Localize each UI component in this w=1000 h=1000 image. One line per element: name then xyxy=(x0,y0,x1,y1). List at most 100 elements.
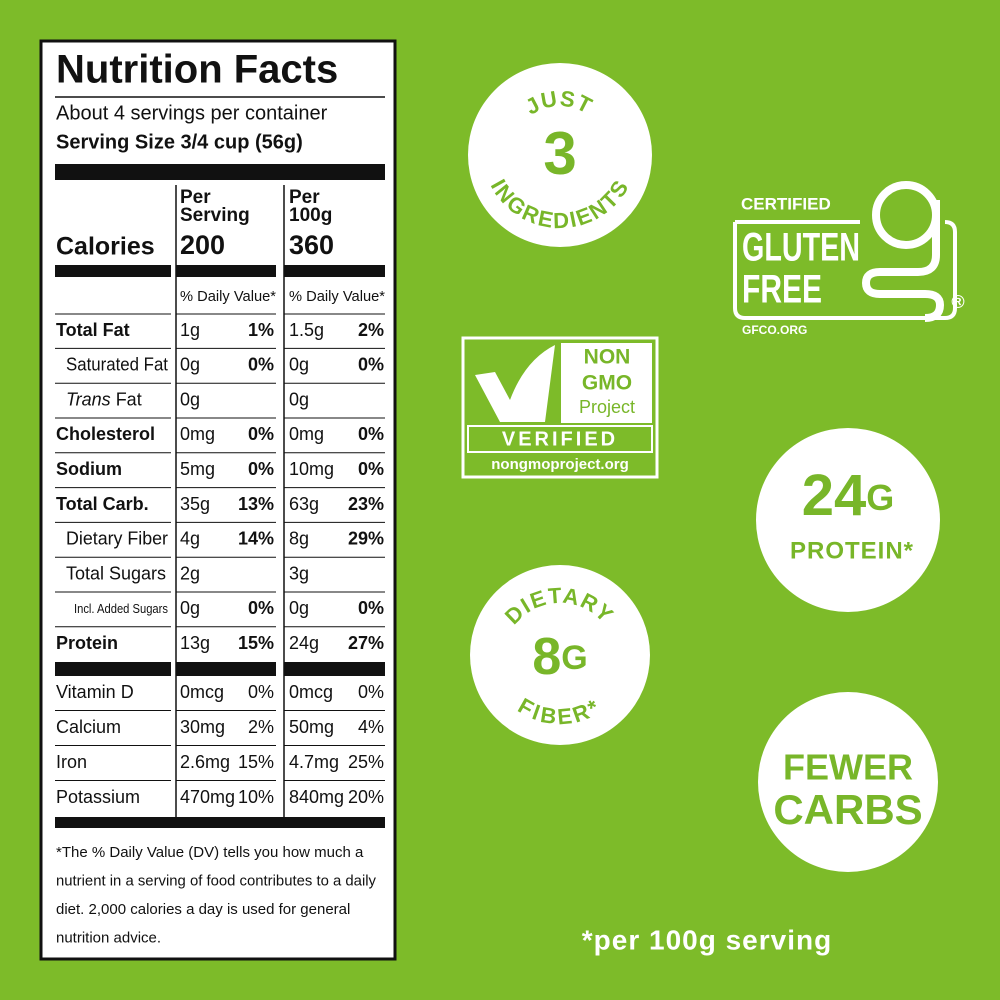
logo-text: CERTIFIED xyxy=(741,194,831,213)
thick-rule xyxy=(176,662,276,676)
daily-value: 0% xyxy=(358,598,384,618)
nutrient-label: Dietary Fiber xyxy=(66,529,168,549)
carbs-badge: FEWER CARBS xyxy=(758,692,938,872)
daily-value: 0% xyxy=(358,682,384,702)
daily-value: 20% xyxy=(348,787,384,807)
badge-unit: G xyxy=(561,639,587,677)
serving-size: Serving Size 3/4 cup (56g) xyxy=(56,131,303,153)
daily-value: 13% xyxy=(238,494,274,514)
thick-rule xyxy=(55,817,385,828)
thick-rule xyxy=(55,164,385,180)
column-heading: Per xyxy=(180,187,211,208)
daily-value: 0% xyxy=(248,682,274,702)
amount: 30mg xyxy=(180,717,225,737)
daily-value: 0% xyxy=(358,459,384,479)
logo-text: GMO xyxy=(582,372,632,395)
badge-circle xyxy=(756,428,940,612)
label-frame xyxy=(39,39,397,961)
logo-check xyxy=(475,345,555,422)
column-heading: Per xyxy=(289,187,320,208)
logo-mark: ® xyxy=(951,292,964,312)
logo-text: VERIFIED xyxy=(502,428,618,450)
nutrient-label: Incl. Added Sugars xyxy=(74,601,168,616)
non-gmo-logo: NON GMO Project VERIFIED nongmoproject.o… xyxy=(461,336,659,479)
calories-label: Calories xyxy=(56,233,155,261)
daily-value: 15% xyxy=(238,752,274,772)
amount: 0g xyxy=(289,598,309,618)
badge-number: 24 xyxy=(802,463,867,528)
badge-number: 3 xyxy=(543,120,576,187)
thick-rule xyxy=(176,265,276,277)
badge-text: FEWER xyxy=(783,747,913,788)
badge-text: PROTEIN* xyxy=(790,537,914,564)
footnote: diet. 2,000 calories a day is used for g… xyxy=(56,901,350,918)
logo-text: FREE xyxy=(742,268,822,312)
badge-circle xyxy=(470,565,650,745)
amount: 4g xyxy=(180,529,200,549)
nutrient-label: Vitamin D xyxy=(56,682,134,702)
daily-value: 14% xyxy=(238,529,274,549)
protein-badge: 24G PROTEIN* xyxy=(756,428,940,612)
logo-text: GLUTEN xyxy=(742,226,860,270)
daily-value: 15% xyxy=(238,633,274,653)
amount: 0g xyxy=(289,355,309,375)
amount: 2g xyxy=(180,563,200,583)
logo-g xyxy=(861,200,945,322)
amount: 0mg xyxy=(289,424,324,444)
daily-value: 0% xyxy=(248,598,274,618)
logo-frame xyxy=(733,220,957,320)
label-title: Nutrition Facts xyxy=(56,48,338,92)
badge-unit: G xyxy=(866,477,894,518)
badge-number: 8 xyxy=(532,628,561,686)
amount: 840mg xyxy=(289,787,344,807)
badge-circle xyxy=(758,692,938,872)
daily-value: 29% xyxy=(348,529,384,549)
footnote: nutrition advice. xyxy=(56,929,161,946)
amount: 1g xyxy=(180,320,200,340)
amount: 24g xyxy=(289,633,319,653)
nutrient-label: Total Fat xyxy=(56,320,130,340)
nutrient-label: Protein xyxy=(56,633,118,653)
amount: 63g xyxy=(289,494,319,514)
thick-rule xyxy=(284,265,385,277)
dv-heading: % Daily Value* xyxy=(289,288,385,305)
daily-value: 2% xyxy=(248,717,274,737)
amount: 5mg xyxy=(180,459,215,479)
nutrient-label: Iron xyxy=(56,752,87,772)
amount: 0g xyxy=(180,355,200,375)
daily-value: 1% xyxy=(248,320,274,340)
amount: 0mg xyxy=(180,424,215,444)
daily-value: 0% xyxy=(358,424,384,444)
amount: 35g xyxy=(180,494,210,514)
amount: 0g xyxy=(289,389,309,409)
amount: 470mg xyxy=(180,787,235,807)
nutrient-label: Calcium xyxy=(56,717,121,737)
daily-value: 2% xyxy=(358,320,384,340)
nutrition-label: Nutrition Facts About 4 servings per con… xyxy=(39,39,397,961)
footnote: nutrient in a serving of food contribute… xyxy=(56,872,376,889)
thick-rule xyxy=(284,662,385,676)
calories-value: 360 xyxy=(289,230,334,260)
daily-value: 27% xyxy=(348,633,384,653)
daily-value: 0% xyxy=(248,459,274,479)
daily-value: 10% xyxy=(238,787,274,807)
nutrient-label-italic: Trans xyxy=(66,389,111,409)
logo-text: Project xyxy=(579,397,635,417)
amount: 0g xyxy=(180,389,200,409)
amount: 1.5g xyxy=(289,320,324,340)
footnote: *The % Daily Value (DV) tells you how mu… xyxy=(56,844,364,861)
amount: 8g xyxy=(289,529,309,549)
dv-heading: % Daily Value* xyxy=(180,288,276,305)
badge-number: 8G xyxy=(532,628,587,686)
nutrient-label: Sodium xyxy=(56,459,122,479)
daily-value: 23% xyxy=(348,494,384,514)
nutrient-label: Total Carb. xyxy=(56,494,149,514)
servings: About 4 servings per container xyxy=(56,102,328,124)
logo-text: NON xyxy=(584,346,631,369)
daily-value: 0% xyxy=(248,355,274,375)
daily-value: 25% xyxy=(348,752,384,772)
amount: 3g xyxy=(289,563,309,583)
nutrient-label: Saturated Fat xyxy=(66,355,168,375)
column-heading: 100g xyxy=(289,205,332,226)
amount: 4.7mg xyxy=(289,752,339,772)
